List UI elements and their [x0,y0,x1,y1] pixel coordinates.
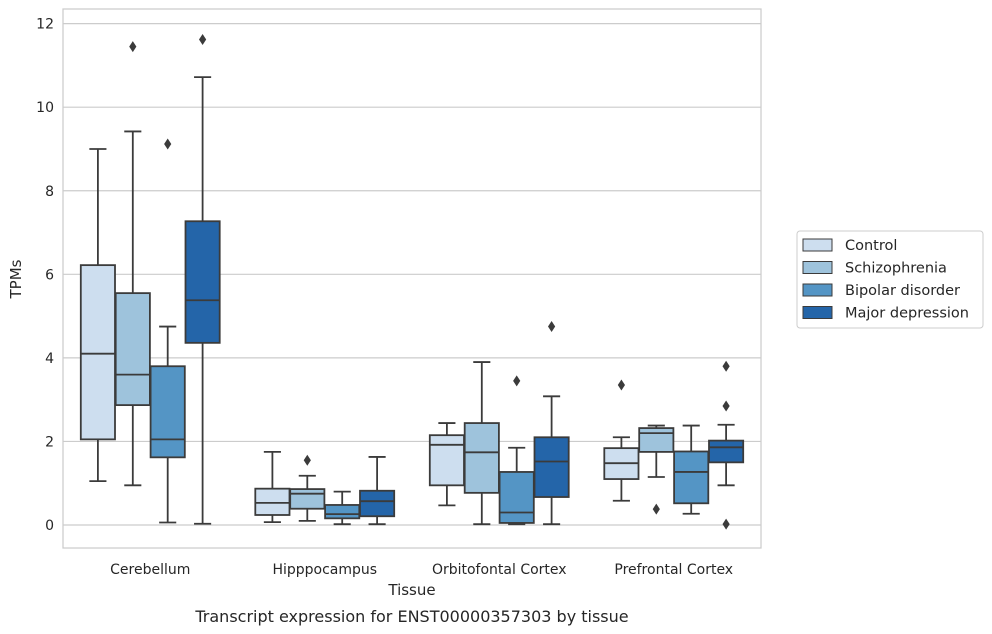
legend-swatch [802,306,833,319]
box-0-3 [184,34,221,525]
outlier-point [722,360,730,372]
box-body [673,450,710,505]
box-1-3 [359,456,396,526]
x-axis-title: Tissue [387,581,435,599]
y-tick-label: 2 [45,434,54,450]
box-1-2 [324,490,361,526]
legend: Control Schizophrenia Bipolar disorder Majo… [796,230,984,329]
y-tick-label: 0 [45,518,54,534]
outlier-point [617,379,625,391]
box-body [638,427,675,453]
box-body [463,422,500,494]
y-tick-label: 6 [45,267,54,283]
box-0-2 [149,138,186,524]
box-body [708,439,745,464]
box-body [184,220,221,344]
y-tick-label: 8 [45,184,54,200]
box-3-3 [708,360,745,530]
y-tick-label: 10 [36,100,54,116]
x-tick-label: Cerebellum [110,562,190,578]
legend-label: Bipolar disorder [845,283,960,299]
box-1-1 [289,454,326,522]
y-axis-title: TPMs [7,259,25,299]
outlier-point [652,503,660,515]
outlier-point [199,34,207,46]
y-tick-label: 4 [45,351,54,367]
box-body [324,504,361,520]
box-1-0 [254,450,291,523]
box-body [114,292,151,407]
box-0-0 [79,148,116,483]
legend-swatch [802,261,833,274]
y-tick-labels: 0 2 4 6 8 10 12 [36,17,54,534]
legend-label: Schizophrenia [845,261,947,277]
legend-label: Major depression [845,306,969,322]
outlier-point [303,454,311,466]
legend-label: Control [845,238,897,254]
box-2-3 [533,321,570,526]
box-body [254,487,291,516]
y-tick-label: 12 [36,17,54,33]
outlier-point [548,321,556,333]
box-2-0 [428,422,465,507]
outlier-point [129,41,137,53]
x-tick-label: Prefrontal Cortex [614,562,733,578]
box-body [533,436,570,498]
box-body [149,365,186,459]
box-3-2 [673,424,710,515]
chart-caption: Transcript expression for ENST0000035730… [194,607,628,626]
box-body [289,488,326,510]
box-body [498,471,535,524]
legend-swatch [802,238,833,252]
legend-frame [796,230,984,329]
outlier-point [513,375,521,387]
plot-boxes [79,34,745,530]
box-0-1 [114,41,151,487]
x-tick-labels: Cerebellum Hipppocampus Orbitofontal Corte… [110,562,733,578]
outlier-point [722,400,730,412]
plot-frame [62,8,762,549]
box-body [428,434,465,487]
legend-items: Control Schizophrenia Bipolar disorder Majo… [802,238,969,322]
box-body [79,264,116,441]
x-tick-label: Orbitofontal Cortex [432,562,567,578]
outlier-point [164,138,172,150]
x-tick-label: Hipppocampus [272,562,377,578]
box-3-0 [603,379,640,502]
box-2-2 [498,375,535,526]
box-3-1 [638,424,675,515]
outlier-point [722,518,730,530]
box-2-1 [463,361,500,526]
box-body [359,489,396,518]
legend-swatch [802,283,833,297]
